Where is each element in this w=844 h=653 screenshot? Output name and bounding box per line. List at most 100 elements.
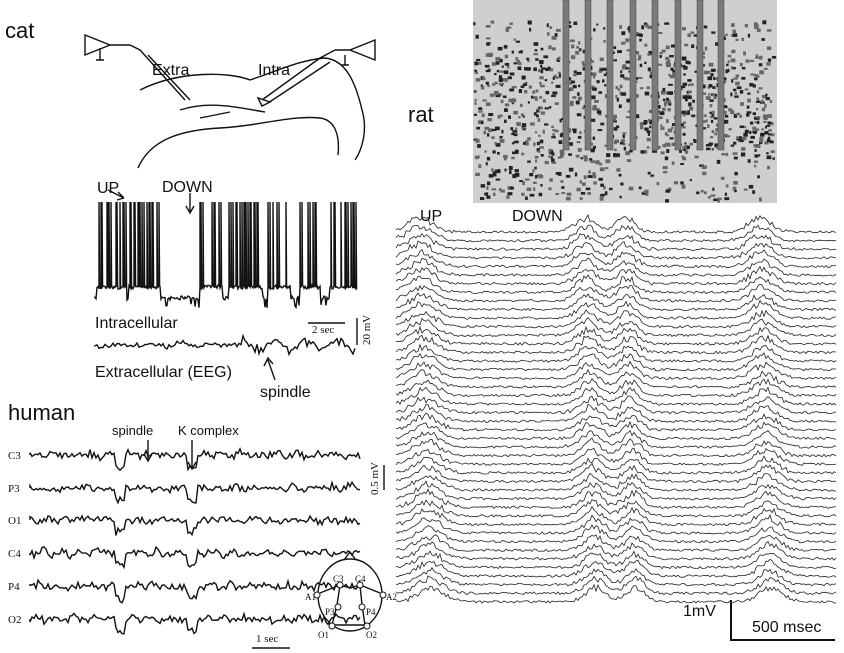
cell	[551, 125, 554, 128]
lfp-trace	[395, 265, 837, 286]
cell	[576, 187, 581, 192]
cell	[579, 131, 582, 135]
cell	[717, 199, 720, 203]
cell	[646, 86, 650, 90]
cell	[538, 69, 541, 73]
cell	[513, 110, 519, 115]
cell	[613, 114, 617, 119]
cell	[754, 149, 757, 152]
cell	[766, 138, 771, 143]
cell	[604, 94, 608, 99]
cell	[711, 110, 715, 114]
cell	[558, 172, 562, 176]
eeg-channel-trace	[29, 578, 361, 604]
cell	[734, 189, 737, 193]
scale-label: 20 mV	[361, 315, 373, 345]
cell	[537, 150, 541, 153]
lfp-trace	[395, 412, 837, 432]
cell	[627, 27, 632, 31]
cell	[639, 38, 642, 42]
cell	[616, 168, 621, 172]
cell	[756, 97, 759, 100]
cell	[747, 159, 751, 163]
cell	[603, 27, 606, 30]
cell	[638, 55, 642, 59]
cell	[519, 103, 523, 107]
channel-label: P4	[8, 581, 20, 593]
cell	[561, 186, 565, 189]
cell	[694, 155, 699, 159]
cell	[474, 101, 477, 105]
cell	[535, 58, 539, 61]
cell	[710, 68, 716, 72]
head-outline	[317, 558, 383, 632]
cell	[684, 98, 688, 102]
cell	[746, 105, 750, 109]
cell	[669, 74, 675, 79]
cell	[667, 83, 673, 86]
cell	[492, 83, 496, 86]
electrode-label: O1	[318, 630, 329, 640]
amplifier	[84, 33, 130, 61]
cell	[766, 29, 772, 32]
cell	[557, 56, 561, 61]
cell	[498, 82, 504, 86]
cell	[761, 128, 764, 131]
lfp-trace	[395, 514, 837, 535]
cell	[730, 66, 734, 69]
cell	[522, 115, 525, 118]
lfp-trace	[395, 540, 837, 561]
cell	[526, 187, 532, 192]
cell	[521, 126, 525, 130]
cell	[570, 39, 575, 43]
cell	[538, 192, 543, 197]
cell	[533, 67, 537, 72]
cell	[672, 69, 675, 73]
cell	[764, 126, 767, 129]
cell	[520, 85, 525, 88]
cell	[502, 95, 507, 98]
cell	[635, 32, 639, 35]
cell	[682, 121, 686, 124]
cell	[670, 67, 674, 71]
cell	[723, 119, 726, 124]
cell	[665, 45, 670, 50]
cell	[753, 22, 758, 25]
cell	[474, 69, 478, 72]
cell	[597, 129, 603, 132]
cell	[714, 143, 719, 148]
eeg-channel-trace	[29, 514, 361, 537]
cell	[495, 178, 501, 181]
cell	[534, 131, 538, 134]
cell	[707, 76, 713, 81]
cell	[488, 52, 493, 57]
lfp-trace	[395, 213, 837, 234]
cell	[681, 27, 686, 31]
cell	[671, 142, 677, 147]
cell	[478, 120, 482, 124]
cell	[530, 95, 534, 99]
cell	[636, 51, 640, 55]
cell	[515, 122, 520, 125]
cell	[533, 90, 536, 94]
cell	[592, 172, 596, 176]
cell	[662, 171, 668, 174]
cell	[740, 102, 744, 106]
cell	[765, 93, 768, 97]
cell	[488, 174, 494, 178]
scale-label: 500 msec	[752, 619, 821, 636]
cell	[662, 87, 666, 92]
cell	[604, 84, 607, 87]
cell	[486, 42, 490, 46]
eeg-channel-trace	[29, 479, 361, 505]
cell	[591, 85, 595, 90]
cell	[503, 45, 508, 49]
cell	[511, 50, 514, 54]
cell	[575, 50, 580, 55]
cell	[494, 169, 497, 173]
cell	[702, 92, 707, 95]
cell	[681, 155, 685, 158]
electrode-label: P4	[366, 607, 376, 617]
lfp-trace	[395, 316, 837, 337]
cell	[643, 121, 647, 125]
